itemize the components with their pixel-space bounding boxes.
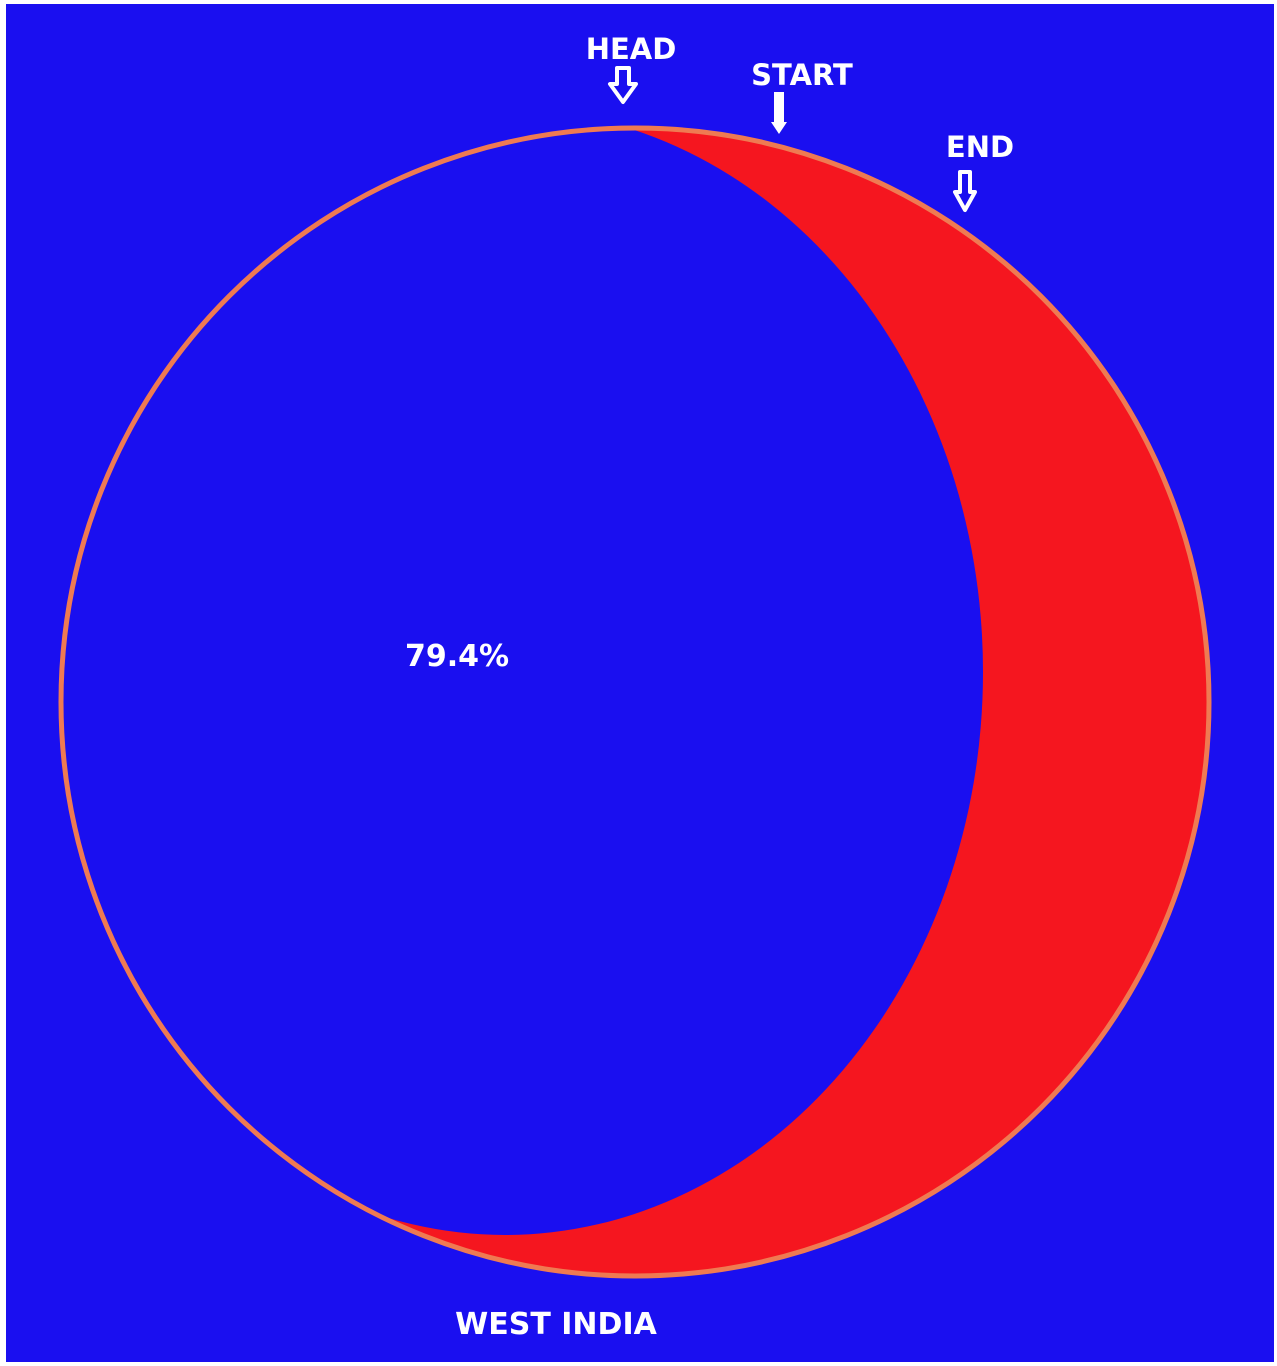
coverage-percentage: 79.4% (405, 639, 509, 674)
head-label: HEAD (586, 32, 677, 66)
sun-rim (58, 125, 1212, 1279)
moon-shadow (61, 128, 983, 1235)
end-label: END (946, 130, 1014, 164)
head-arrow-icon (608, 66, 638, 104)
end-arrow-icon (953, 170, 977, 212)
start-arrow-icon (771, 92, 787, 134)
start-label: START (751, 58, 853, 92)
region-label: WEST INDIA (455, 1307, 657, 1342)
